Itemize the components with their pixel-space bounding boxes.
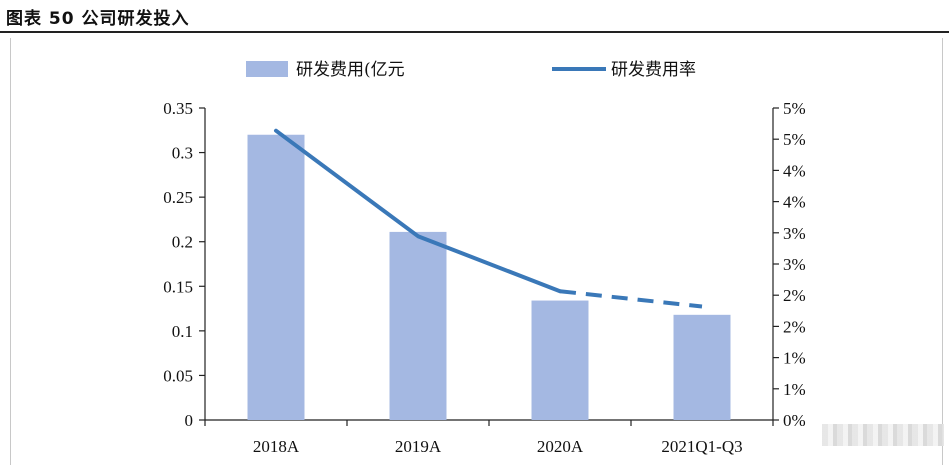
right-tick-label: 3% <box>783 255 806 274</box>
legend-bar-label: 研发费用(亿元 <box>296 60 405 80</box>
frame-right-border <box>942 38 943 465</box>
bar <box>673 314 731 420</box>
watermark-blur <box>822 424 944 446</box>
right-tick-label: 3% <box>783 224 806 243</box>
right-tick-label: 4% <box>783 193 806 212</box>
left-tick-label: 0.1 <box>172 322 193 341</box>
bar <box>389 231 447 420</box>
left-tick-label: 0.3 <box>172 144 193 163</box>
right-tick-label: 5% <box>783 130 806 149</box>
right-tick-label: 2% <box>783 286 806 305</box>
x-tick-label: 2021Q1-Q3 <box>661 437 742 456</box>
x-tick-label: 2020A <box>537 437 584 456</box>
frame-left-border <box>10 38 11 465</box>
left-tick-label: 0.35 <box>163 99 193 118</box>
left-tick-label: 0 <box>185 411 194 430</box>
legend: 研发费用(亿元 研发费用率 <box>246 60 696 80</box>
figure-title: 图表 50 公司研发投入 <box>6 9 190 29</box>
right-tick-label: 4% <box>783 161 806 180</box>
left-tick-label: 0.25 <box>163 188 193 207</box>
bar <box>531 300 589 420</box>
bar-series <box>247 134 731 420</box>
left-tick-label: 0.05 <box>163 366 193 385</box>
legend-bar-swatch <box>246 61 288 77</box>
left-tick-label: 0.2 <box>172 233 193 252</box>
axis-labels: 0 0.05 0.1 0.15 0.2 0.25 0.3 0.35 0% 1% 1% 2% 2% 3% 3%… <box>163 99 805 456</box>
right-tick-label: 5% <box>783 99 806 118</box>
title-rule <box>0 31 949 33</box>
right-tick-label: 1% <box>783 349 806 368</box>
line-series <box>274 128 703 309</box>
x-tick-label: 2019A <box>395 437 442 456</box>
left-tick-label: 0.15 <box>163 277 193 296</box>
legend-line-label: 研发费用率 <box>611 60 696 80</box>
right-tick-label: 0% <box>783 411 806 430</box>
right-tick-label: 2% <box>783 317 806 336</box>
line-dashed-segment <box>559 289 703 309</box>
x-tick-label: 2018A <box>253 437 300 456</box>
bar <box>247 134 305 420</box>
right-tick-label: 1% <box>783 380 806 399</box>
